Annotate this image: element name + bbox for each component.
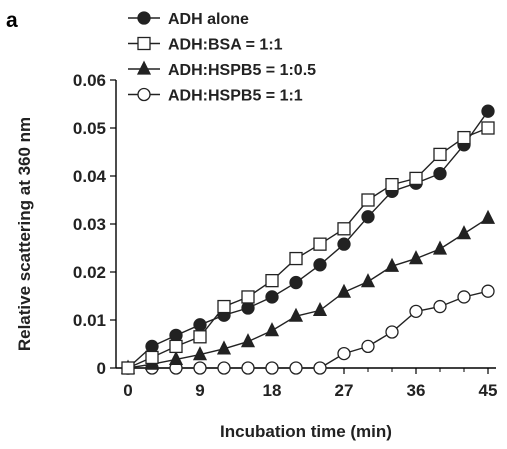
y-tick-label: 0.05	[73, 119, 106, 138]
data-point	[457, 290, 471, 304]
legend-label: ADH:BSA = 1:1	[168, 37, 283, 54]
series-line	[127, 217, 489, 369]
x-tick-label: 18	[263, 381, 282, 400]
data-point	[385, 325, 399, 339]
x-tick-label: 0	[123, 381, 132, 400]
x-tick-label: 36	[407, 381, 426, 400]
data-point	[361, 339, 375, 354]
data-point	[289, 251, 303, 266]
data-point	[145, 339, 159, 354]
data-point	[145, 350, 159, 365]
data-point	[337, 237, 351, 251]
legend-marker	[137, 36, 151, 51]
legend-marker	[136, 60, 152, 75]
legend-entry: ADH:HSPB5 = 1:1	[128, 88, 303, 105]
data-point	[433, 299, 447, 314]
data-point	[217, 361, 231, 375]
data-point	[289, 361, 303, 375]
data-point	[289, 275, 303, 290]
data-point	[240, 333, 256, 348]
axes: 0 0.01 0.02 0.03 0.04 0.05 0.06 0 9 18 27 36 45	[73, 71, 498, 400]
data-point	[313, 258, 327, 272]
legend-label: ADH:HSPB5 = 1:0.5	[168, 62, 316, 79]
series-line	[128, 290, 489, 369]
data-point	[169, 339, 183, 354]
data-point	[168, 350, 184, 366]
legend-entry: ADH alone	[128, 11, 249, 28]
data-point	[265, 290, 279, 304]
data-point	[409, 171, 423, 186]
data-point	[481, 284, 495, 298]
data-point	[313, 237, 327, 251]
y-tick-label: 0.03	[73, 215, 106, 234]
data-point	[408, 250, 424, 265]
series-layer	[120, 104, 496, 375]
x-axis-title: Incubation time (min)	[220, 422, 392, 441]
data-point	[361, 193, 375, 207]
data-point	[169, 328, 183, 343]
series-0	[121, 104, 495, 375]
data-point	[264, 322, 280, 337]
legend-marker	[137, 11, 151, 25]
data-point	[361, 210, 375, 224]
data-point	[480, 209, 496, 224]
data-point	[385, 177, 399, 192]
data-point	[384, 257, 400, 272]
y-tick-label: 0.04	[73, 167, 107, 186]
panel-label: a	[6, 9, 18, 32]
data-point	[193, 318, 207, 332]
series-line	[127, 127, 489, 369]
data-point	[241, 290, 255, 304]
data-point	[409, 304, 423, 319]
data-point	[241, 361, 255, 375]
data-point	[265, 361, 279, 375]
y-tick-label: 0.01	[73, 311, 106, 330]
data-point	[360, 273, 376, 288]
y-tick-label: 0	[97, 359, 106, 378]
data-point	[481, 104, 495, 118]
data-point	[432, 240, 448, 255]
data-point	[457, 130, 471, 145]
series-3	[121, 284, 495, 375]
data-point	[337, 346, 351, 361]
y-axis-title: Relative scattering at 360 nm	[15, 117, 34, 351]
x-tick-label: 45	[479, 381, 498, 400]
x-tick-label: 27	[335, 381, 354, 400]
legend-label: ADH alone	[168, 11, 249, 28]
x-tick-label: 9	[195, 381, 204, 400]
series-1	[121, 121, 495, 375]
legend-label: ADH:HSPB5 = 1:1	[168, 88, 303, 105]
data-point	[433, 147, 447, 162]
data-point	[337, 222, 351, 236]
legend-entry: ADH:HSPB5 = 1:0.5	[128, 60, 316, 79]
data-point	[433, 166, 447, 181]
data-point	[313, 361, 327, 375]
series-2	[120, 209, 496, 374]
data-point	[193, 330, 207, 344]
legend: ADH alone ADH:BSA = 1:1 ADH:HSPB5 = 1:0.5 A…	[128, 11, 316, 105]
legend-marker	[137, 87, 151, 102]
data-point	[288, 307, 304, 322]
data-point	[193, 361, 207, 375]
data-point	[121, 361, 135, 375]
data-point	[456, 225, 472, 240]
y-tick-label: 0.02	[73, 263, 106, 282]
data-point	[241, 301, 255, 315]
data-point	[216, 340, 232, 355]
legend-entry: ADH:BSA = 1:1	[128, 37, 283, 54]
data-point	[481, 121, 495, 135]
series-line	[127, 110, 489, 369]
data-point	[192, 346, 208, 361]
y-tick-label: 0.06	[73, 71, 106, 90]
data-point	[312, 301, 328, 317]
data-point	[265, 273, 279, 288]
data-point	[217, 299, 231, 314]
data-point	[336, 283, 352, 298]
